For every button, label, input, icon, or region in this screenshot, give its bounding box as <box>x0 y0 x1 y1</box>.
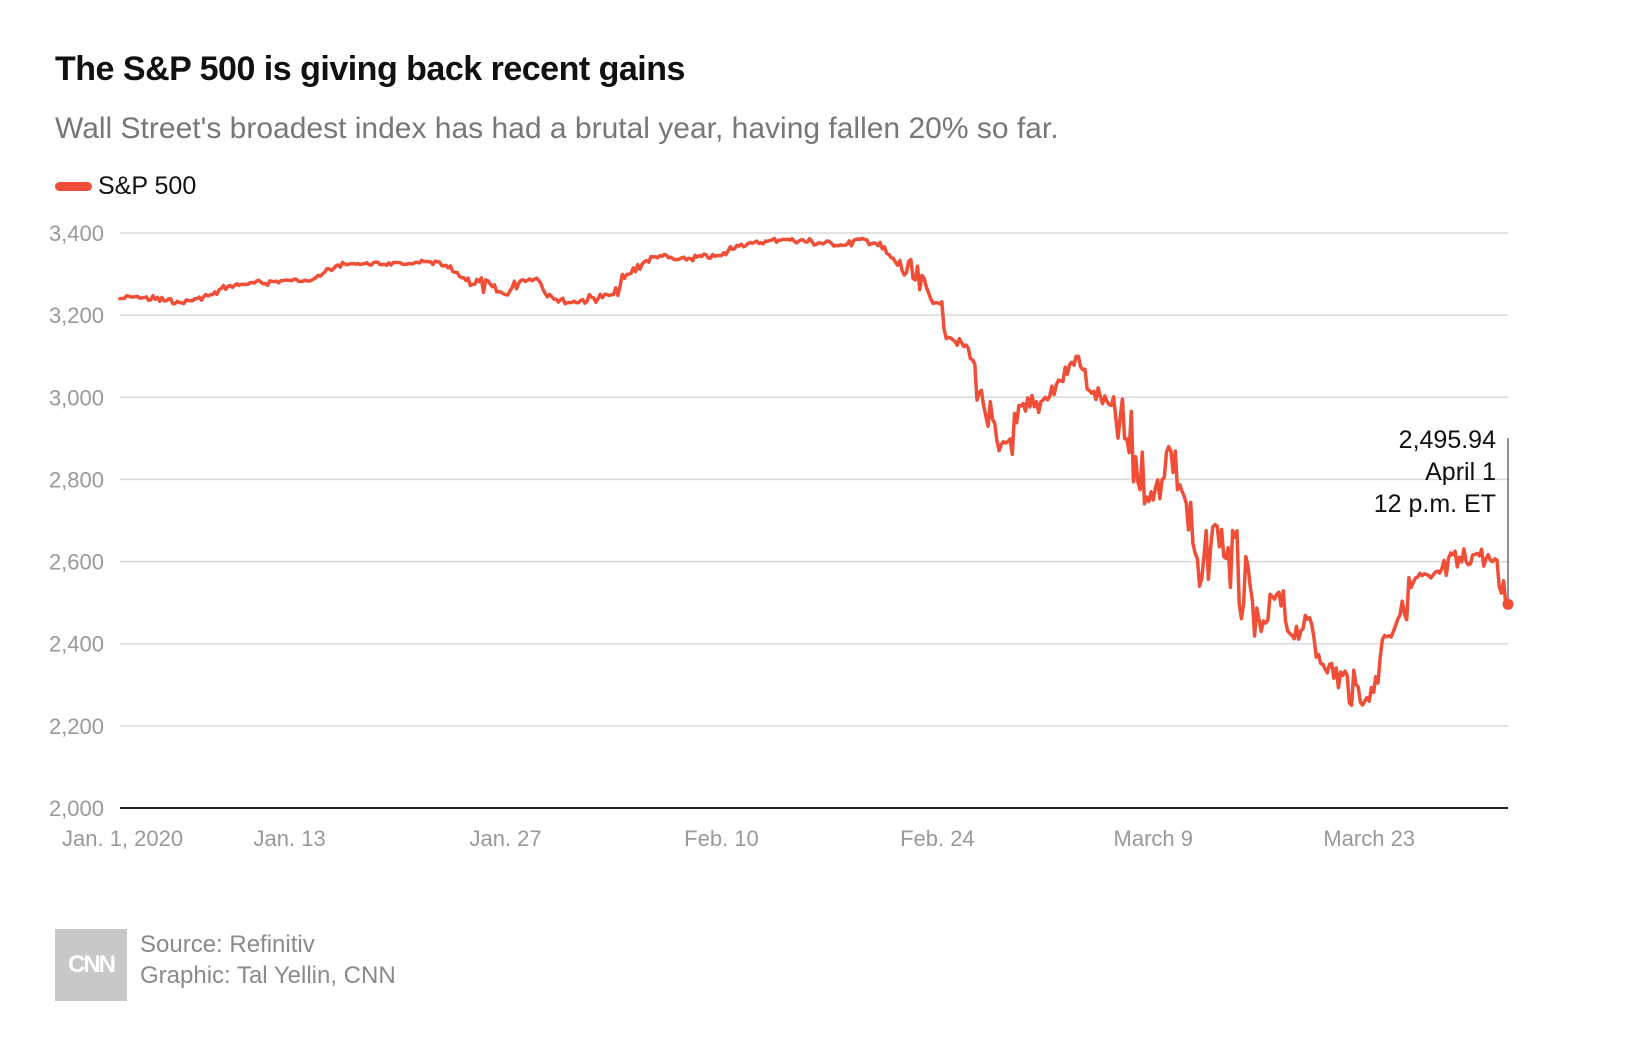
x-tick-label: Jan. 13 <box>254 826 326 851</box>
annotation-date: April 1 <box>1425 458 1496 486</box>
chart-subtitle: Wall Street's broadest index has had a b… <box>55 112 1059 145</box>
x-tick-label: Jan. 1, 2020 <box>62 826 183 851</box>
y-tick-label: 2,600 <box>49 550 104 575</box>
endpoint-marker <box>1502 598 1514 610</box>
legend-label: S&P 500 <box>98 172 197 200</box>
y-tick-label: 2,400 <box>49 632 104 657</box>
cnn-logo: CNN <box>55 929 127 1001</box>
y-tick-label: 3,200 <box>49 303 104 328</box>
legend-swatch <box>55 182 92 191</box>
source-credit: Source: Refinitiv Graphic: Tal Yellin, C… <box>140 929 396 991</box>
graphic-credit: Graphic: Tal Yellin, CNN <box>140 962 396 989</box>
y-tick-label: 3,000 <box>49 385 104 410</box>
annotation-time: 12 p.m. ET <box>1374 490 1496 518</box>
series-line-sp500 <box>118 236 1510 707</box>
source-text: Source: Refinitiv <box>140 931 315 958</box>
annotation-value: 2,495.94 <box>1399 426 1496 454</box>
x-tick-label: March 9 <box>1114 826 1193 851</box>
series-layer <box>118 236 1510 707</box>
x-tick-label: Jan. 27 <box>469 826 541 851</box>
footer: CNN Source: Refinitiv Graphic: Tal Yelli… <box>55 929 775 1001</box>
y-tick-label: 2,800 <box>49 467 104 492</box>
x-tick-label: March 23 <box>1323 826 1415 851</box>
grid-lines <box>120 232 1508 809</box>
y-axis-ticks: 2,000 2,200 2,400 2,600 2,800 3,000 3,200 3,400 <box>49 221 104 821</box>
x-tick-label: Feb. 24 <box>900 826 975 851</box>
y-tick-label: 2,200 <box>49 714 104 739</box>
x-tick-label: Feb. 10 <box>684 826 759 851</box>
legend: S&P 500 <box>55 172 196 201</box>
y-tick-label: 3,400 <box>49 221 104 246</box>
annotation-layer: 2,495.94 April 1 12 p.m. ET <box>1374 426 1514 610</box>
y-tick-label: 2,000 <box>49 796 104 821</box>
chart-title: The S&P 500 is giving back recent gains <box>55 50 685 88</box>
line-chart: 2,000 2,200 2,400 2,600 2,800 3,000 3,200 3,400… <box>49 221 1514 851</box>
x-axis-ticks: Jan. 1, 2020 Jan. 13 Jan. 27 Feb. 10 Feb. 24… <box>62 826 1415 851</box>
